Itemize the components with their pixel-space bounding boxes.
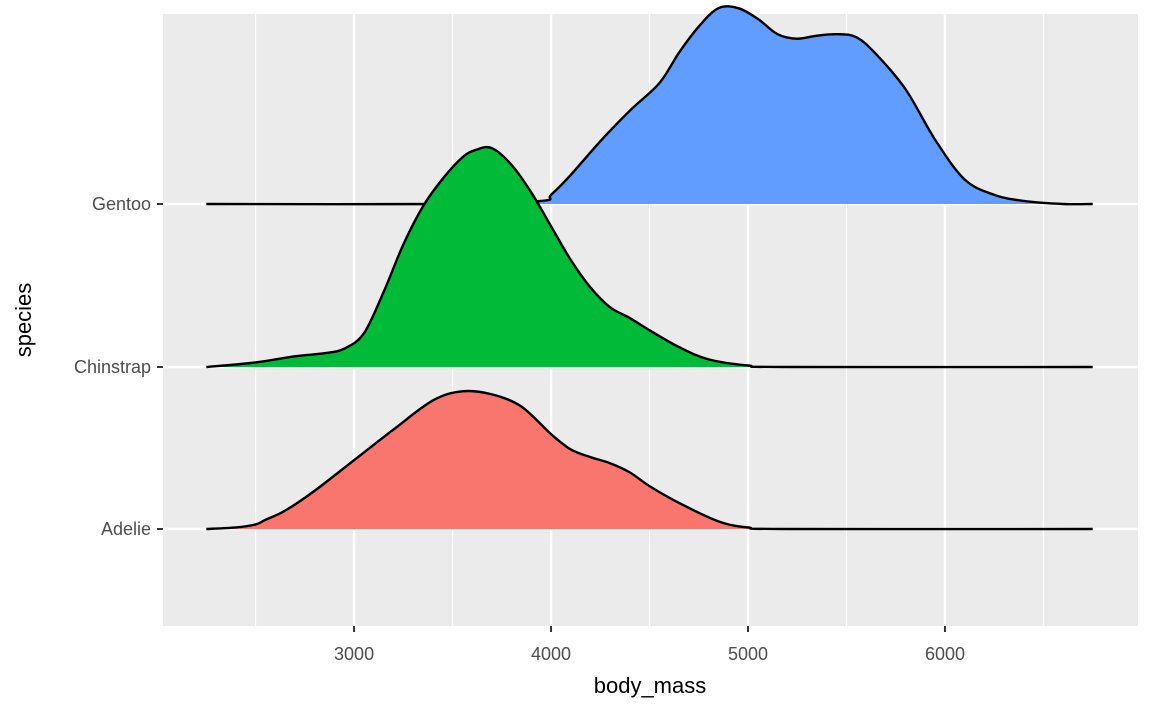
y-tick-label-chinstrap: Chinstrap xyxy=(74,357,151,377)
x-tick-label: 4000 xyxy=(531,644,571,664)
gentoo-density-area xyxy=(206,6,1093,205)
y-tick-label-gentoo: Gentoo xyxy=(92,194,151,214)
x-tick-label: 6000 xyxy=(925,644,965,664)
x-axis: 3000 4000 5000 6000 xyxy=(334,626,965,664)
gentoo-density-outline xyxy=(206,5,1093,206)
y-axis-title: species xyxy=(11,283,36,358)
density-ridges xyxy=(206,5,1093,531)
x-tick-label: 3000 xyxy=(334,644,374,664)
x-tick-label: 5000 xyxy=(728,644,768,664)
y-axis: Adelie Chinstrap Gentoo xyxy=(74,194,163,539)
adelie-density-outline xyxy=(206,389,1093,531)
chinstrap-density-area xyxy=(206,147,1093,368)
adelie-density-area xyxy=(206,390,1093,530)
x-axis-title: body_mass xyxy=(594,673,707,698)
y-tick-label-adelie: Adelie xyxy=(101,519,151,539)
chinstrap-density-outline xyxy=(206,145,1093,369)
